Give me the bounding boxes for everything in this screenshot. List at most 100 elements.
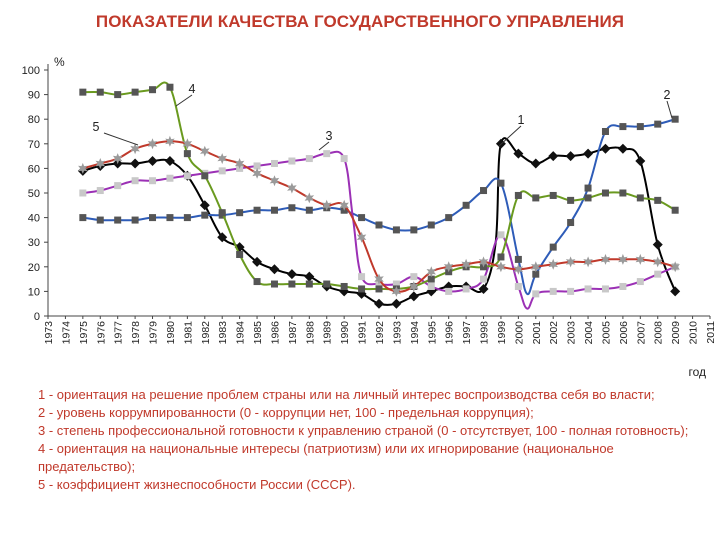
- data-point: [236, 251, 244, 258]
- x-tick-label: 1994: [409, 321, 421, 345]
- x-tick-label: 1985: [252, 321, 264, 345]
- data-point: [304, 192, 315, 204]
- x-tick-label: 1983: [217, 321, 229, 345]
- data-point: [391, 298, 402, 309]
- chart-axes: 0 10 20 30 40 50 60 70 80 90 100% 1973 1974 1975 1976 1…: [22, 55, 717, 379]
- data-point: [636, 194, 644, 202]
- data-point: [201, 211, 209, 219]
- data-point: [618, 253, 628, 265]
- x-tick-label: 1979: [148, 321, 160, 345]
- data-point: [201, 172, 209, 180]
- x-tick-label: 1975: [78, 321, 90, 345]
- data-point: [497, 253, 505, 261]
- data-point: [408, 291, 419, 302]
- data-point: [183, 214, 191, 222]
- data-point: [288, 157, 296, 165]
- data-point: [549, 243, 557, 251]
- x-tick-label: 1991: [357, 321, 369, 345]
- data-point: [619, 282, 627, 290]
- x-tick-label: 1998: [479, 321, 491, 345]
- data-point: [183, 172, 191, 180]
- data-point: [358, 273, 366, 281]
- data-point: [480, 187, 488, 195]
- data-point: [218, 167, 226, 175]
- data-point: [286, 269, 297, 280]
- annotation-leader: [103, 132, 139, 146]
- data-point: [445, 287, 453, 295]
- data-point: [322, 199, 332, 211]
- data-point: [340, 155, 348, 163]
- data-point: [339, 199, 349, 211]
- y-tick-label: 20: [28, 262, 40, 274]
- data-point: [199, 200, 210, 211]
- legend-item-2: 2 - уровень коррумпированности (0 - корр…: [38, 405, 534, 420]
- series-layer: [77, 81, 681, 310]
- data-point: [548, 258, 558, 270]
- y-tick-label: 30: [28, 237, 40, 249]
- data-point: [270, 159, 278, 167]
- x-tick-label: 1973: [43, 321, 55, 345]
- x-tick-label: 1989: [322, 321, 334, 345]
- data-point: [149, 86, 157, 94]
- data-point: [149, 214, 157, 222]
- data-point: [583, 148, 594, 159]
- data-point: [565, 256, 576, 268]
- data-point: [270, 280, 278, 288]
- y-tick-label: 0: [34, 311, 40, 323]
- series-3: [79, 150, 679, 310]
- legend: 1 - ориентация на решение проблем страны…: [38, 386, 706, 494]
- data-point: [130, 158, 141, 169]
- data-point: [497, 231, 505, 239]
- data-point: [79, 88, 87, 96]
- x-tick-label: 2011: [705, 321, 717, 344]
- x-tick-label: 1986: [269, 321, 281, 345]
- data-point: [635, 156, 646, 167]
- data-point: [427, 275, 435, 283]
- data-point: [130, 143, 140, 155]
- data-point: [374, 298, 384, 309]
- annotation-label-2: 2: [664, 88, 671, 102]
- data-point: [601, 189, 609, 197]
- data-point: [114, 216, 122, 224]
- y-tick-label: 10: [28, 286, 40, 298]
- data-point: [426, 266, 436, 278]
- data-point: [600, 143, 611, 154]
- data-point: [131, 88, 139, 96]
- data-point: [217, 232, 228, 243]
- data-point: [253, 278, 261, 286]
- x-tick-label: 1978: [130, 321, 142, 345]
- y-tick-label: 40: [28, 213, 40, 225]
- data-point: [513, 263, 524, 275]
- x-tick-label: 1977: [113, 321, 125, 345]
- data-point: [392, 280, 400, 288]
- annotation-leader: [318, 141, 330, 151]
- data-point: [567, 196, 575, 204]
- data-point: [410, 226, 418, 234]
- data-point: [636, 278, 644, 286]
- data-point: [375, 285, 383, 293]
- data-point: [600, 253, 611, 265]
- data-point: [182, 138, 193, 150]
- data-point: [166, 214, 174, 222]
- data-point: [234, 158, 245, 169]
- data-point: [514, 282, 522, 290]
- data-point: [670, 286, 681, 297]
- x-tick-label: 1999: [496, 321, 508, 345]
- data-point: [131, 216, 139, 224]
- data-point: [356, 288, 367, 299]
- x-tick-label: 1993: [391, 321, 403, 345]
- data-point: [252, 256, 263, 267]
- x-tick-label: 1974: [60, 321, 72, 345]
- x-tick-label: 1976: [95, 321, 107, 345]
- data-point: [462, 285, 470, 293]
- data-point: [531, 261, 541, 273]
- data-point: [114, 91, 122, 99]
- x-tick-label: 1987: [287, 321, 299, 345]
- data-point: [514, 191, 522, 199]
- x-tick-label: 1997: [461, 321, 473, 345]
- data-point: [253, 162, 261, 170]
- data-point: [671, 115, 679, 123]
- data-point: [636, 123, 644, 131]
- data-point: [478, 256, 489, 268]
- data-point: [601, 128, 609, 135]
